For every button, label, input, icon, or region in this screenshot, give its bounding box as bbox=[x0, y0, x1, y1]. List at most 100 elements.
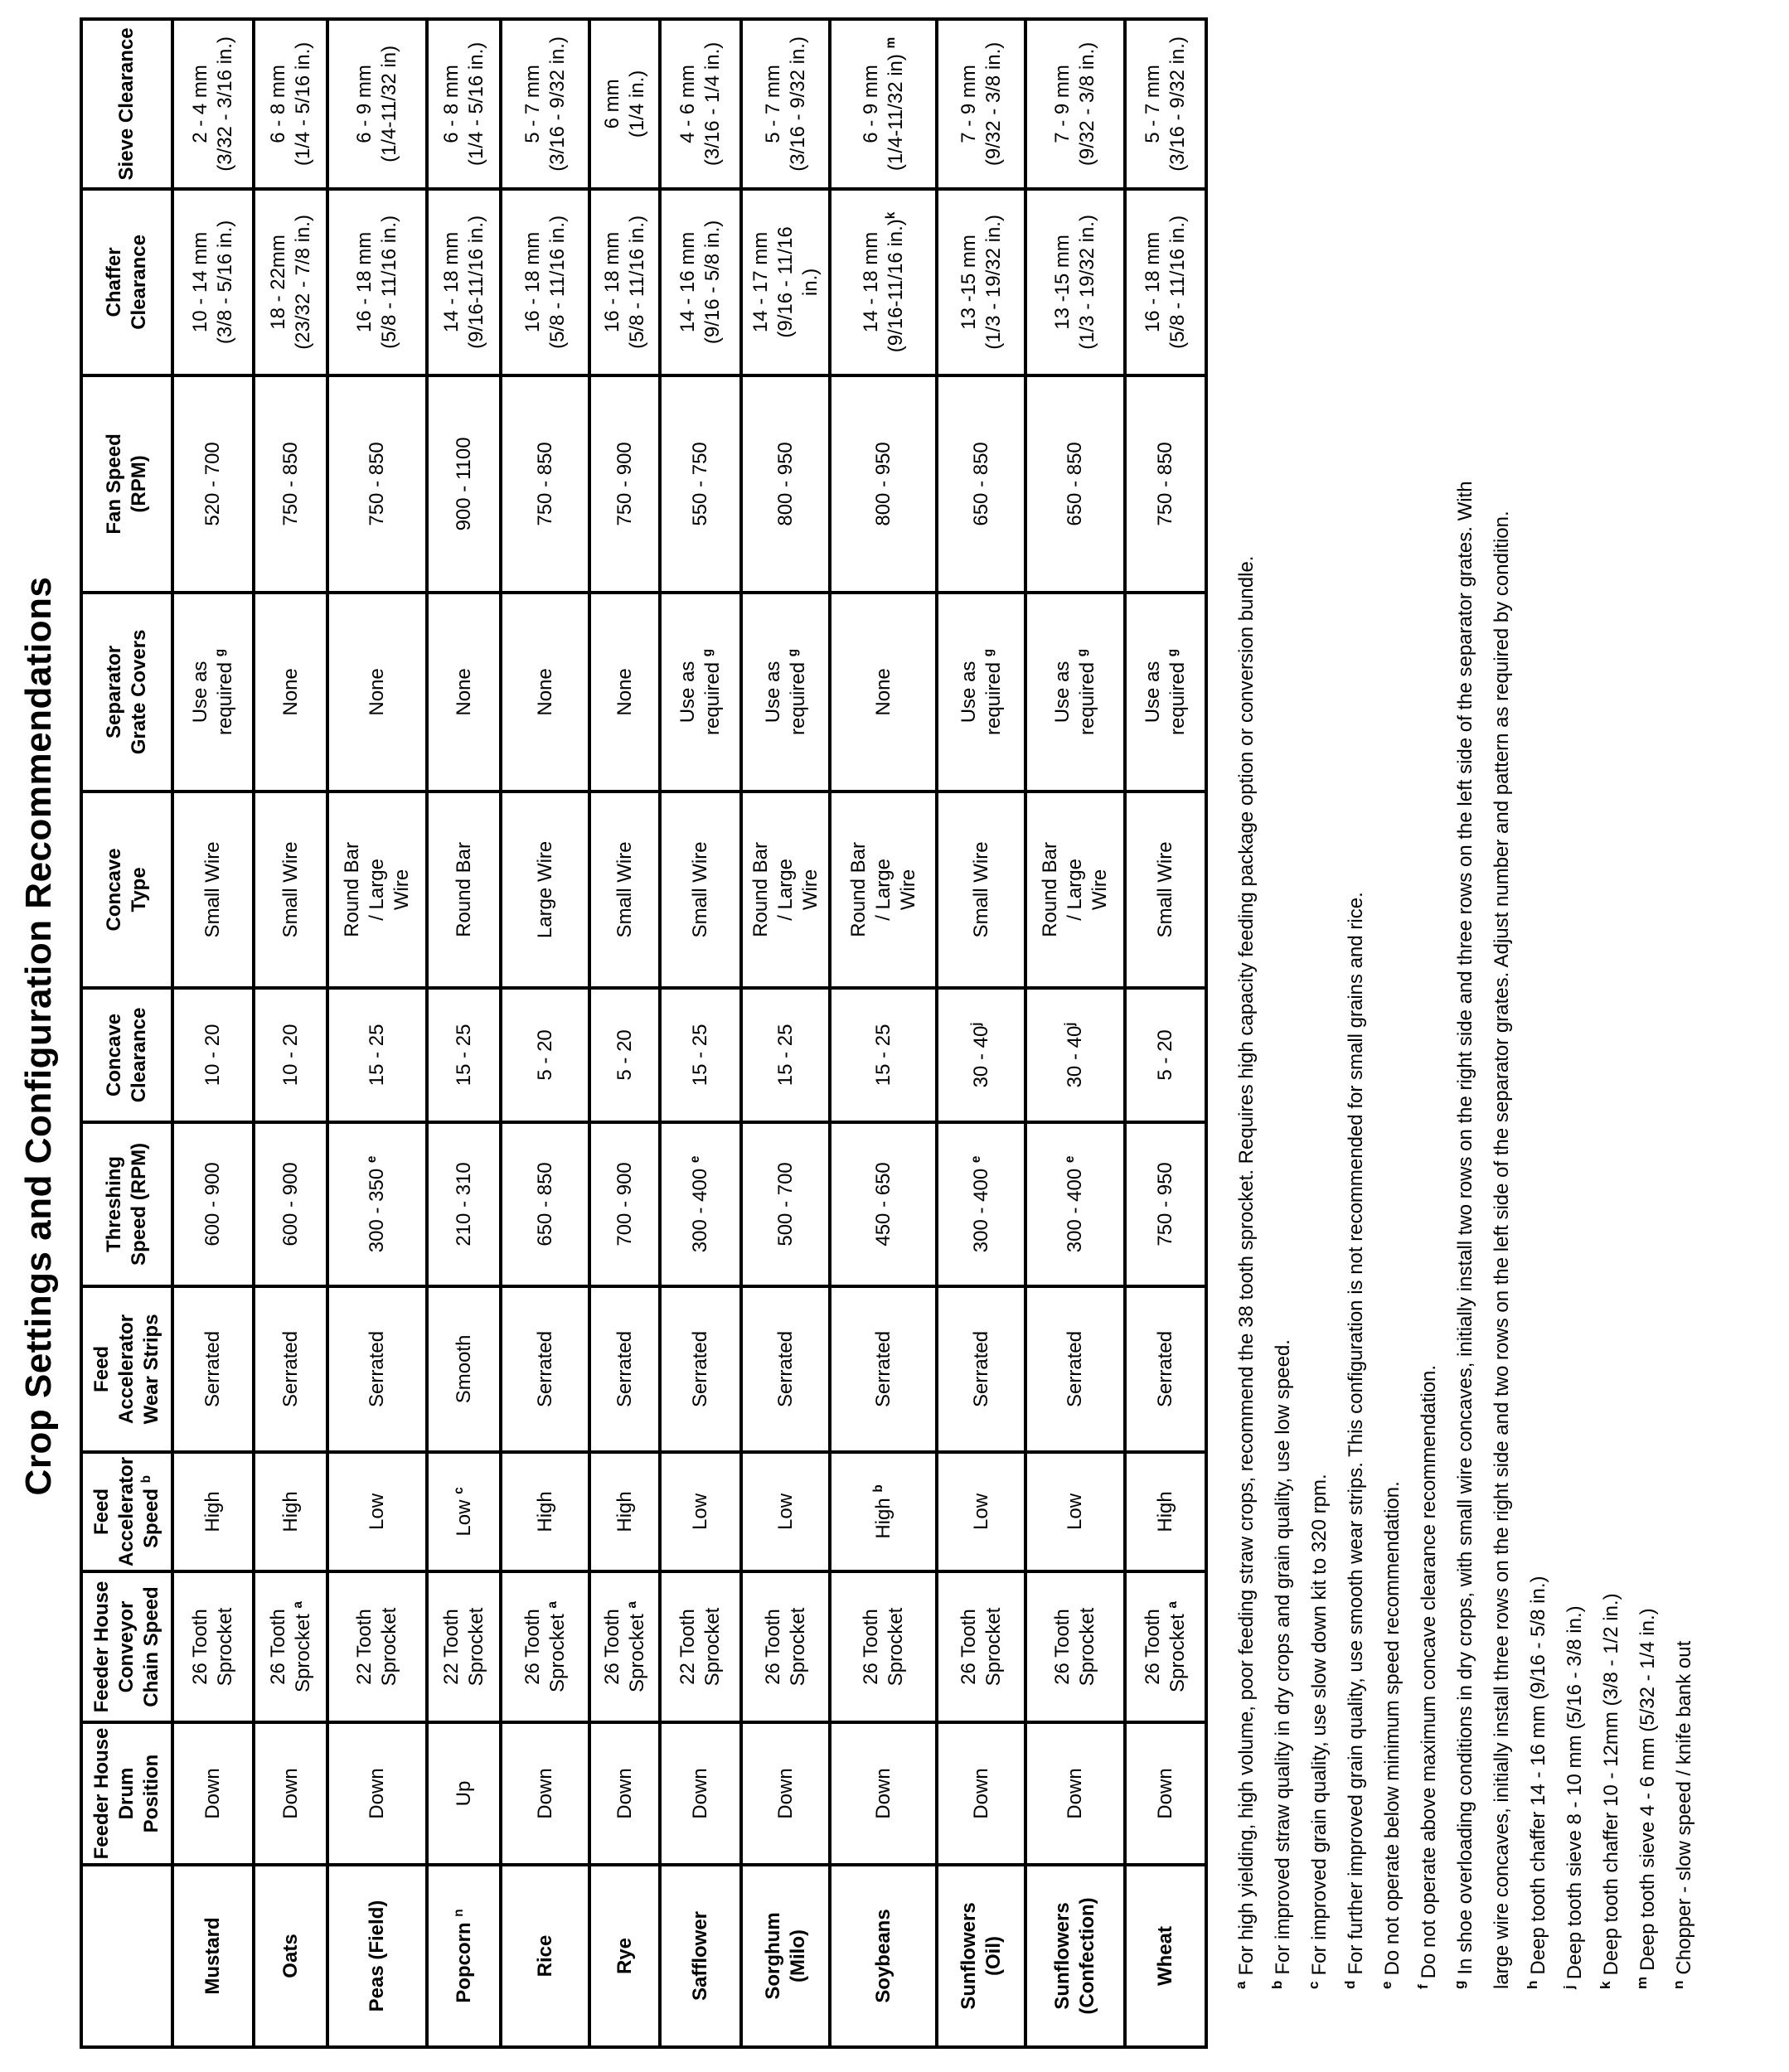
setting-cell: Serrated bbox=[501, 1285, 589, 1452]
setting-cell: 210 - 310 bbox=[427, 1121, 501, 1286]
setting-cell: 300 - 400 e bbox=[937, 1121, 1025, 1286]
setting-cell: Serrated bbox=[1025, 1285, 1125, 1452]
footnotes: aFor high yielding, high volume, poor fe… bbox=[1229, 481, 1703, 1989]
setting-cell: 26 Tooth Sprocket bbox=[830, 1571, 937, 1722]
setting-cell: 650 - 850 bbox=[1025, 375, 1125, 593]
crop-name: Sorghum (Milo) bbox=[741, 1865, 830, 2047]
setting-cell: 500 - 700 bbox=[741, 1121, 830, 1286]
table-row: Rye Down 26 Tooth Sprocket a High Serrated 700… bbox=[589, 18, 660, 2047]
column-header: Threshing Speed (RPM) bbox=[81, 1121, 172, 1286]
table-row: Safflower Down 22 Tooth Sprocket Low Serrated… bbox=[660, 18, 741, 2047]
setting-cell: 15 - 25 bbox=[830, 987, 937, 1122]
setting-cell: 5 - 7 mm (3/16 - 9/32 in.) bbox=[741, 18, 830, 189]
setting-cell: 10 - 20 bbox=[172, 987, 254, 1122]
setting-cell: High bbox=[172, 1451, 254, 1571]
setting-cell: 30 - 40j bbox=[937, 987, 1025, 1122]
setting-cell: 26 Tooth Sprocket bbox=[1025, 1571, 1125, 1722]
setting-cell: High bbox=[254, 1451, 327, 1571]
setting-cell: 6 - 8 mm (1/4 - 5/16 in.) bbox=[254, 18, 327, 189]
footnote: jDeep tooth sieve 8 - 10 mm (5/16 - 3/8 … bbox=[1561, 1605, 1586, 1989]
setting-cell: Low c bbox=[427, 1451, 501, 1571]
footnote-mark: c bbox=[1306, 1981, 1321, 1989]
setting-cell: Down bbox=[741, 1722, 830, 1865]
setting-cell: 26 Tooth Sprocket bbox=[741, 1571, 830, 1722]
table-row: Popcorn n Up 22 Tooth Sprocket Low c Smooth 21… bbox=[427, 18, 501, 2047]
setting-cell: 6 - 9 mm (1/4-11/32 in) bbox=[327, 18, 427, 189]
setting-cell: 13 -15 mm (1/3 - 19/32 in.) bbox=[937, 188, 1025, 375]
footnote-mark: d bbox=[1342, 1980, 1358, 1989]
setting-cell: Up bbox=[427, 1722, 501, 1865]
setting-cell: Small Wire bbox=[172, 791, 254, 988]
column-header: Concave Clearance bbox=[81, 987, 172, 1122]
setting-cell: 750 - 850 bbox=[1125, 375, 1206, 593]
setting-cell: Down bbox=[937, 1722, 1025, 1865]
setting-cell: Down bbox=[1125, 1722, 1206, 1865]
crop-name: Rice bbox=[501, 1865, 589, 2047]
page-title: Crop Settings and Configuration Recommen… bbox=[18, 576, 59, 1496]
column-header: Feed Accelerator Wear Strips bbox=[81, 1285, 172, 1452]
setting-cell: 30 - 40j bbox=[1025, 987, 1125, 1122]
table-row: Mustard Down 26 Tooth Sprocket High Serrated 6… bbox=[172, 18, 254, 2047]
footnote: mDeep tooth sieve 4 - 6 mm (5/32 - 1/4 i… bbox=[1634, 1608, 1659, 1989]
setting-cell: 14 - 18 mm (9/16-11/16 in.) bbox=[427, 188, 501, 375]
setting-cell: 26 Tooth Sprocket a bbox=[254, 1571, 327, 1722]
setting-cell: High bbox=[1125, 1451, 1206, 1571]
setting-cell: 13 -15 mm (1/3 - 19/32 in.) bbox=[1025, 188, 1125, 375]
corner-cell bbox=[81, 1865, 172, 2047]
setting-cell: Smooth bbox=[427, 1285, 501, 1452]
setting-cell: Serrated bbox=[830, 1285, 937, 1452]
setting-cell: None bbox=[830, 592, 937, 792]
column-header: Feed Accelerator Speed b bbox=[81, 1451, 172, 1571]
setting-cell: 16 - 18 mm (5/8 - 11/16 in.) bbox=[501, 188, 589, 375]
setting-cell: Low bbox=[937, 1451, 1025, 1571]
footnote-mark: h bbox=[1525, 1980, 1540, 1989]
table-row: Peas (Field) Down 22 Tooth Sprocket Low Serra… bbox=[327, 18, 427, 2047]
setting-cell: 750 - 850 bbox=[327, 375, 427, 593]
setting-cell: 15 - 25 bbox=[427, 987, 501, 1122]
footnote: cFor improved grain quality, use slow do… bbox=[1306, 1474, 1331, 1989]
setting-cell: 6 - 9 mm (1/4-11/32 in) m bbox=[830, 18, 937, 189]
setting-cell: 5 - 7 mm (3/16 - 9/32 in.) bbox=[501, 18, 589, 189]
setting-cell: 15 - 25 bbox=[327, 987, 427, 1122]
setting-cell: 16 - 18 mm (5/8 - 11/16 in.) bbox=[589, 188, 660, 375]
column-header: Sieve Clearance bbox=[81, 18, 172, 189]
crop-name: Peas (Field) bbox=[327, 1865, 427, 2047]
setting-cell: Small Wire bbox=[1125, 791, 1206, 988]
table-row: Sorghum (Milo) Down 26 Tooth Sprocket Low Serr… bbox=[741, 18, 830, 2047]
setting-cell: 5 - 20 bbox=[589, 987, 660, 1122]
footnote-mark: g bbox=[1452, 1980, 1467, 1989]
table-row: Rice Down 26 Tooth Sprocket a High Serrated 65… bbox=[501, 18, 589, 2047]
setting-cell: None bbox=[254, 592, 327, 792]
column-header: Concave Type bbox=[81, 791, 172, 988]
setting-cell: 550 - 750 bbox=[660, 375, 741, 593]
footnote-mark: f bbox=[1415, 1984, 1431, 1989]
setting-cell: 22 Tooth Sprocket bbox=[427, 1571, 501, 1722]
setting-cell: None bbox=[327, 592, 427, 792]
setting-cell: Round Bar / Large Wire bbox=[1025, 791, 1125, 988]
setting-cell: 14 - 18 mm (9/16-11/16 in.)k bbox=[830, 188, 937, 375]
setting-cell: Serrated bbox=[327, 1285, 427, 1452]
setting-cell: 26 Tooth Sprocket bbox=[172, 1571, 254, 1722]
column-header: Chaffer Clearance bbox=[81, 188, 172, 375]
setting-cell: 10 - 20 bbox=[254, 987, 327, 1122]
table-row: Wheat Down 26 Tooth Sprocket a High Serrated 7… bbox=[1125, 18, 1206, 2047]
crop-name: Safflower bbox=[660, 1865, 741, 2047]
setting-cell: 450 - 650 bbox=[830, 1121, 937, 1286]
setting-cell: 750 - 950 bbox=[1125, 1121, 1206, 1286]
setting-cell: 26 Tooth Sprocket a bbox=[1125, 1571, 1206, 1722]
setting-cell: 22 Tooth Sprocket bbox=[660, 1571, 741, 1722]
crop-name: Sunflowers (Confection) bbox=[1025, 1865, 1125, 2047]
setting-cell: 6 mm (1/4 in.) bbox=[589, 18, 660, 189]
setting-cell: 300 - 350 e bbox=[327, 1121, 427, 1286]
setting-cell: Down bbox=[589, 1722, 660, 1865]
footnote-mark: a bbox=[1233, 1981, 1248, 1989]
setting-cell: 750 - 900 bbox=[589, 375, 660, 593]
setting-cell: Serrated bbox=[937, 1285, 1025, 1452]
setting-cell: Use as required g bbox=[172, 592, 254, 792]
setting-cell: 5 - 20 bbox=[1125, 987, 1206, 1122]
setting-cell: 900 - 1100 bbox=[427, 375, 501, 593]
table-row: Sunflowers (Oil) Down 26 Tooth Sprocket Low Se… bbox=[937, 18, 1025, 2047]
setting-cell: 2 - 4 mm (3/32 - 3/16 in.) bbox=[172, 18, 254, 189]
